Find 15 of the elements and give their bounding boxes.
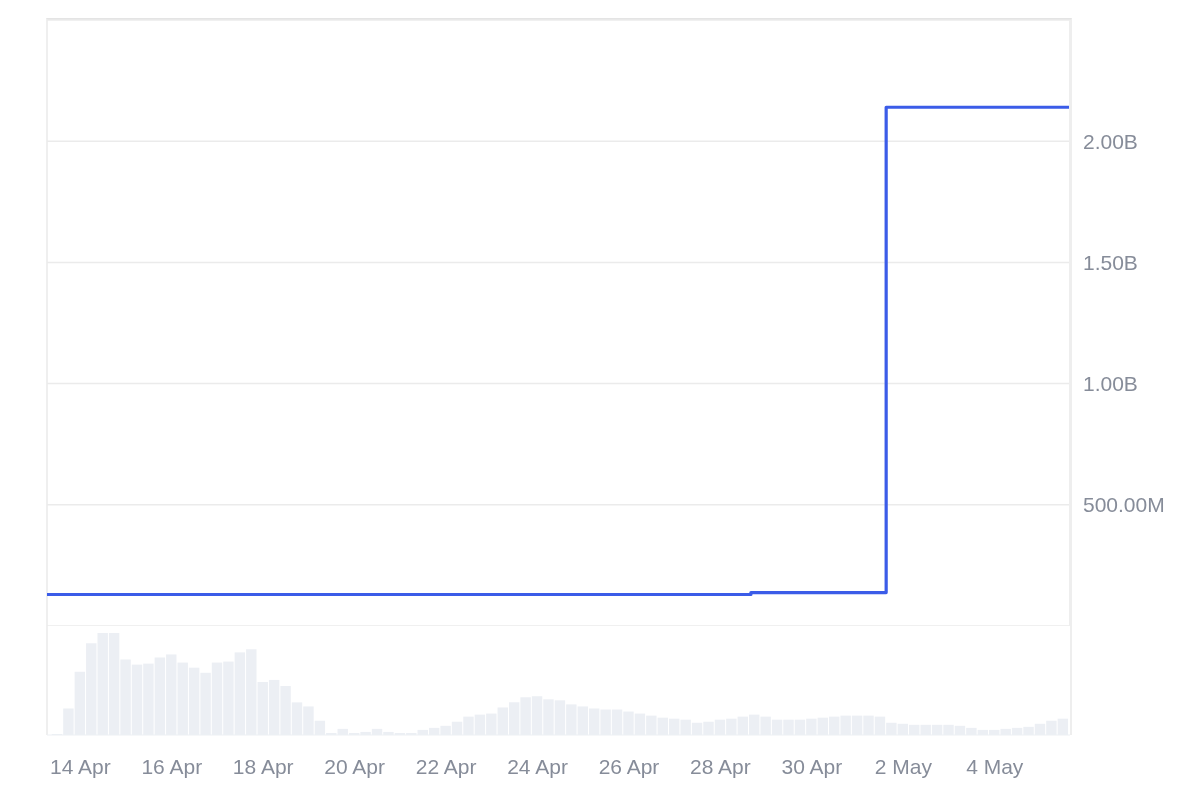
- y-tick-label: 500.00M: [1083, 493, 1165, 517]
- x-tick-label: 14 Apr: [49, 754, 111, 778]
- x-tick-label: 18 Apr: [232, 754, 294, 778]
- x-tick-label: 28 Apr: [690, 754, 751, 778]
- x-tick-label: 30 Apr: [781, 754, 843, 778]
- y-tick-label: 1.00B: [1083, 372, 1138, 396]
- x-tick-label: 26 Apr: [598, 754, 660, 778]
- y-tick-label: 1.50B: [1083, 250, 1138, 274]
- y-tick-label: 2.00B: [1083, 129, 1138, 153]
- x-tick-label: 4 May: [966, 754, 1024, 778]
- x-tick-label: 16 Apr: [141, 754, 203, 778]
- x-tick-label: 20 Apr: [324, 754, 386, 778]
- x-tick-label: 22 Apr: [415, 754, 477, 778]
- x-tick-label: 24 Apr: [507, 754, 568, 778]
- x-tick-label: 2 May: [874, 754, 933, 778]
